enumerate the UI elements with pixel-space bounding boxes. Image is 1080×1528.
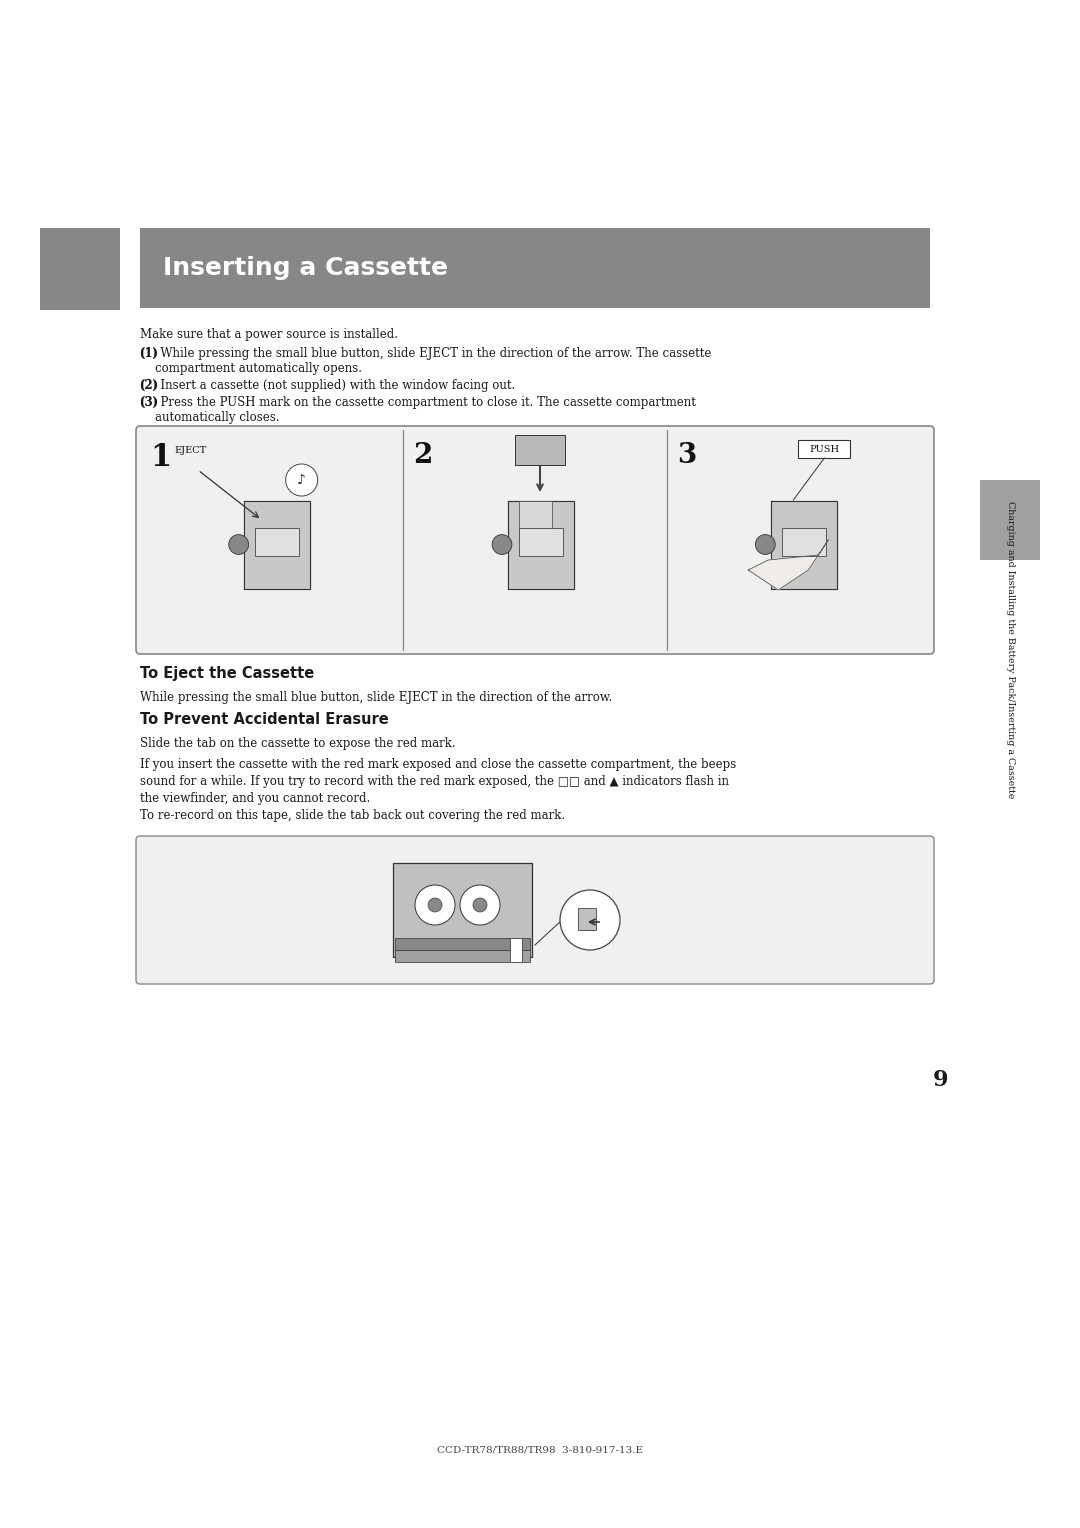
FancyBboxPatch shape: [393, 863, 532, 957]
Text: ♪: ♪: [297, 474, 306, 487]
Circle shape: [492, 535, 512, 555]
Text: PUSH: PUSH: [809, 445, 839, 454]
Text: To re-record on this tape, slide the tab back out covering the red mark.: To re-record on this tape, slide the tab…: [140, 808, 565, 822]
Bar: [40, 228, 120, 310]
Text: Slide the tab on the cassette to expose the red mark.: Slide the tab on the cassette to expose …: [140, 738, 456, 750]
Bar: [515, 435, 565, 465]
Circle shape: [460, 885, 500, 924]
Text: Make sure that a power source is installed.: Make sure that a power source is install…: [140, 329, 399, 341]
Text: 2: 2: [414, 442, 433, 469]
Text: (2): (2): [140, 379, 159, 393]
Text: To Prevent Accidental Erasure: To Prevent Accidental Erasure: [140, 712, 389, 727]
Text: To Eject the Cassette: To Eject the Cassette: [140, 666, 314, 681]
Text: 9: 9: [932, 1070, 948, 1091]
Bar: [980, 480, 1040, 559]
Bar: [518, 501, 552, 529]
Bar: [395, 950, 530, 963]
Text: the viewfinder, and you cannot record.: the viewfinder, and you cannot record.: [140, 792, 370, 805]
Bar: [510, 938, 522, 963]
Polygon shape: [771, 501, 837, 588]
Circle shape: [229, 535, 248, 555]
Circle shape: [428, 898, 442, 912]
Bar: [578, 908, 596, 931]
Circle shape: [473, 898, 487, 912]
Polygon shape: [244, 501, 310, 588]
Text: 3: 3: [677, 442, 696, 469]
Bar: [255, 529, 299, 556]
Text: Charging and Installing the Battery Pack/Inserting a Cassette: Charging and Installing the Battery Pack…: [1005, 501, 1014, 799]
Text: (1) While pressing the small blue button, slide EJECT in the direction of the ar: (1) While pressing the small blue button…: [140, 347, 712, 359]
Circle shape: [561, 889, 620, 950]
Text: automatically closes.: automatically closes.: [140, 411, 280, 425]
Polygon shape: [748, 539, 828, 590]
Text: Inserting a Cassette: Inserting a Cassette: [163, 257, 448, 280]
Text: (2) Insert a cassette (not supplied) with the window facing out.: (2) Insert a cassette (not supplied) wit…: [140, 379, 515, 393]
FancyBboxPatch shape: [136, 426, 934, 654]
FancyBboxPatch shape: [136, 836, 934, 984]
Text: (3) Press the PUSH mark on the cassette compartment to close it. The cassette co: (3) Press the PUSH mark on the cassette …: [140, 396, 696, 410]
Polygon shape: [508, 501, 573, 588]
Text: 1: 1: [150, 442, 171, 474]
Text: While pressing the small blue button, slide EJECT in the direction of the arrow.: While pressing the small blue button, sl…: [140, 692, 612, 704]
Text: compartment automatically opens.: compartment automatically opens.: [140, 362, 362, 374]
Bar: [140, 228, 930, 309]
Text: If you insert the cassette with the red mark exposed and close the cassette comp: If you insert the cassette with the red …: [140, 758, 737, 772]
Bar: [782, 529, 826, 556]
Circle shape: [755, 535, 775, 555]
Text: (3): (3): [140, 396, 159, 410]
Text: EJECT: EJECT: [174, 446, 206, 455]
Bar: [518, 529, 563, 556]
Text: CCD-TR78/TR88/TR98  3-810-917-13.E: CCD-TR78/TR88/TR98 3-810-917-13.E: [437, 1445, 643, 1455]
Text: sound for a while. If you try to record with the red mark exposed, the □□ and ▲ : sound for a while. If you try to record …: [140, 775, 729, 788]
Circle shape: [415, 885, 455, 924]
Bar: [798, 440, 850, 458]
Circle shape: [286, 465, 318, 497]
Bar: [395, 938, 530, 950]
Text: (1): (1): [140, 347, 159, 359]
